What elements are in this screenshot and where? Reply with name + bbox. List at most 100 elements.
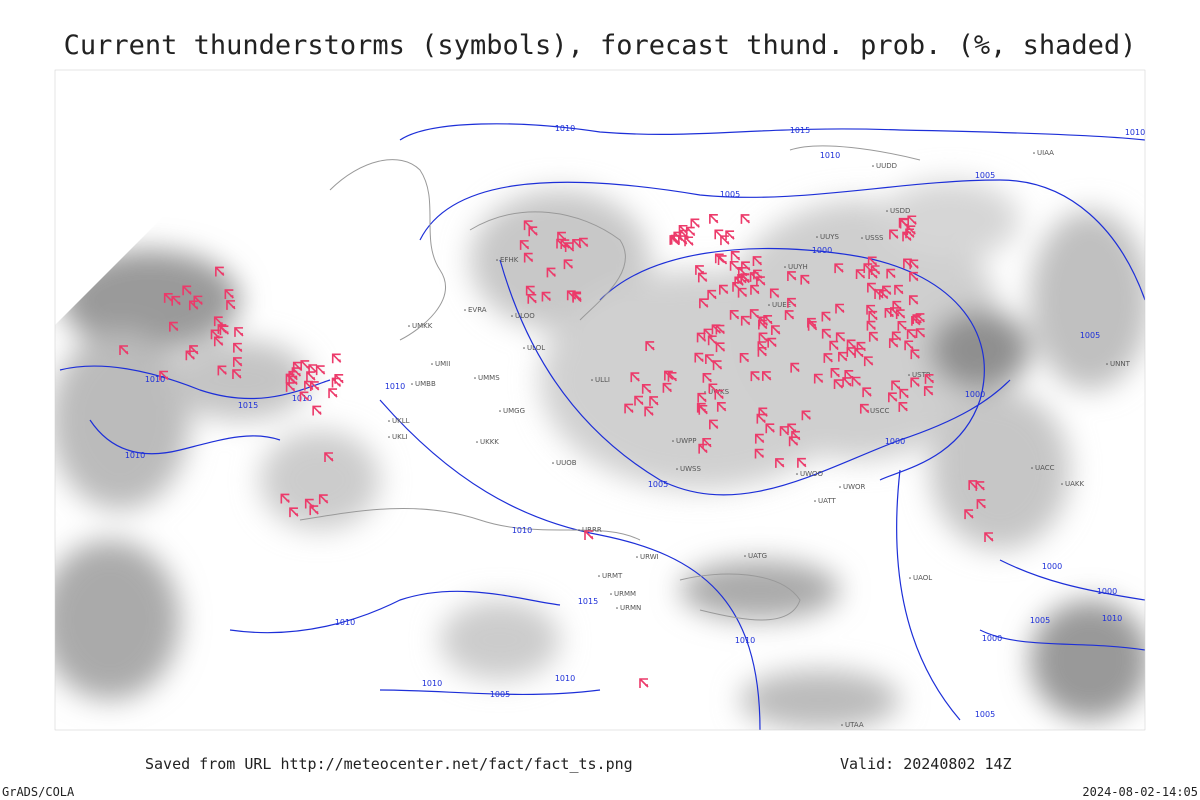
thunderstorm-symbol [882, 285, 892, 296]
thunderstorm-symbol [830, 367, 840, 378]
thunderstorm-symbol [821, 328, 832, 339]
shade-area [740, 670, 900, 730]
thunderstorm-symbol [909, 271, 919, 282]
thunderstorm-symbol [984, 532, 994, 542]
station-dot [841, 724, 843, 726]
thunderstorm-symbol [787, 423, 797, 434]
thunderstorm-symbol [968, 480, 978, 490]
isobar-label: 1010 [1102, 614, 1122, 623]
station-dot [1061, 483, 1063, 485]
isobar-label: 1000 [885, 437, 905, 446]
source-url: Saved from URL http://meteocenter.net/fa… [145, 755, 633, 773]
thunderstorm-symbol [894, 284, 904, 295]
station-label: UTAA [845, 721, 864, 729]
station-label: UUYS [820, 233, 840, 241]
station-label: URMM [614, 590, 636, 598]
station-label: ULOL [527, 344, 545, 352]
station-dot [591, 379, 593, 381]
shade-area [720, 200, 1000, 460]
thunderstorm-symbol [725, 230, 735, 241]
station-label: UIAA [1037, 149, 1054, 157]
station-dot [908, 374, 910, 376]
thunderstorm-symbol [705, 354, 715, 364]
station-dot [476, 441, 478, 443]
thunderstorm-symbol [309, 381, 320, 391]
thunderstorm-symbol [572, 239, 582, 249]
thunderstorm-symbol [694, 352, 704, 363]
thunderstorm-symbol [895, 309, 906, 320]
thunderstorm-symbol [902, 231, 912, 242]
isobar-label: 1010 [335, 618, 355, 627]
thunderstorm-symbol [525, 285, 536, 296]
thunderstorm-symbol [868, 331, 879, 342]
shade-area [55, 330, 190, 510]
thunderstorm-symbol [528, 226, 538, 237]
station-dot [909, 577, 911, 579]
thunderstorm-symbol [740, 273, 750, 283]
thunderstorm-symbol [182, 285, 192, 296]
thunderstorm-symbol [707, 335, 718, 346]
station-label: UNNT [1110, 360, 1131, 368]
thunderstorm-symbol [698, 443, 708, 454]
thunderstorm-symbol [709, 213, 719, 224]
thunderstorm-symbol [862, 387, 872, 398]
thunderstorm-symbol [851, 376, 862, 387]
thunderstorm-symbol [716, 401, 727, 412]
thunderstorm-symbol [280, 493, 290, 504]
isobar-label: 1010 [820, 151, 840, 160]
thunderstorm-symbol [634, 395, 644, 406]
station-label: UUDD [876, 162, 897, 170]
station-dot [499, 410, 501, 412]
thunderstorm-symbol [649, 396, 659, 406]
station-label: UUEE [772, 301, 791, 309]
isobar-label: 1010 [145, 375, 165, 384]
thunderstorm-symbol [690, 218, 700, 229]
thunderstorm-symbol [964, 509, 974, 520]
thunderstorm-symbol [546, 267, 556, 278]
thunderstorm-symbol [800, 274, 810, 285]
thunderstorm-symbol [729, 260, 740, 271]
thunderstorm-symbol [787, 271, 797, 281]
thunderstorm-symbol [315, 365, 326, 376]
thunderstorm-symbol [715, 342, 726, 353]
thunderstorm-symbol [289, 507, 299, 518]
thunderstorm-symbol [698, 404, 708, 415]
station-dot [796, 473, 798, 475]
thunderstorm-symbol [630, 372, 640, 383]
thunderstorm-symbol [752, 256, 763, 266]
thunderstorm-symbol [754, 448, 765, 459]
thunderstorm-symbol [69, 168, 79, 178]
map-area: 1010 1015 1010 1005 1005 1000 1010 1005 1000 1000… [55, 70, 1145, 730]
station-label: UKLL [392, 417, 410, 425]
thunderstorm-symbol [801, 410, 811, 421]
station-dot [464, 309, 466, 311]
valid-time: Valid: 20240802 14Z [840, 755, 1012, 773]
thunderstorm-symbol [718, 284, 729, 295]
station-label: UWOR [843, 483, 866, 491]
thunderstorm-symbol [730, 251, 741, 261]
thunderstorm-symbol [662, 382, 672, 393]
map-labels: 1010 1015 1010 1005 1005 1000 1010 1005 1000 1000… [125, 124, 1145, 729]
thunderstorm-symbol [232, 369, 242, 379]
thunderstorm-symbol [685, 226, 696, 237]
station-label: UKKK [480, 438, 499, 446]
station-label: UMGG [503, 407, 525, 415]
thunderstorm-symbol [788, 436, 799, 447]
thunderstorm-symbol [907, 215, 917, 226]
isobar-label: 1010 [555, 124, 575, 133]
isobar-label: 1000 [812, 246, 832, 255]
thunderstorm-symbol [829, 340, 839, 351]
thunderstorm-symbol [709, 419, 719, 430]
station-dot [610, 593, 612, 595]
shade-area [1030, 600, 1145, 720]
station-label: UUOB [556, 459, 577, 467]
isobar-label: 1005 [490, 690, 510, 699]
thunderstorm-symbol [835, 303, 845, 314]
thunderstorm-symbol [624, 403, 634, 414]
thunderstorm-symbol [767, 337, 777, 348]
thunderstorm-symbol [835, 332, 846, 343]
thunderstorm-symbol [560, 239, 570, 250]
thunderstorm-symbol [306, 371, 316, 382]
isobar-label: 1015 [790, 126, 810, 135]
